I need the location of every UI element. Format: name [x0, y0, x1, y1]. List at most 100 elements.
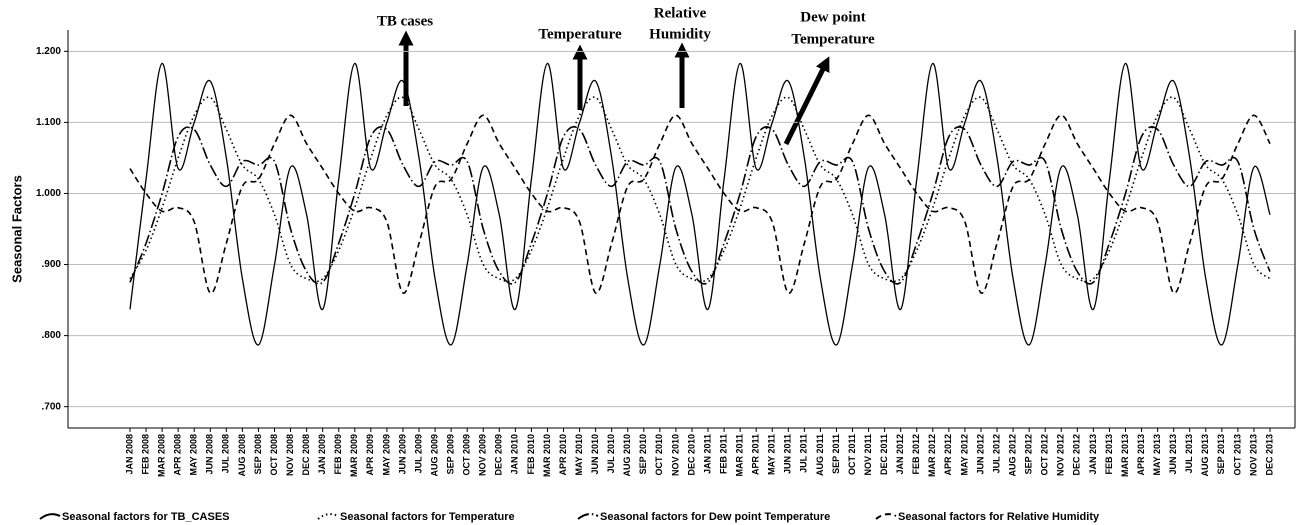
x-tick-label: SEP 2010	[638, 434, 648, 474]
x-tick-label: MAR 2008	[156, 434, 166, 477]
x-tick-label: APR 2009	[365, 434, 375, 476]
legend-item: Seasonal factors for Dew point Temperatu…	[577, 511, 830, 523]
x-tick-label: SEP 2011	[831, 434, 841, 474]
x-tick-label: DEC 2013	[1264, 434, 1274, 476]
x-tick-label: JUL 2011	[799, 434, 809, 473]
x-tick-label: DEC 2010	[686, 434, 696, 476]
y-tick-label: .900	[42, 259, 62, 270]
x-tick-label: MAY 2009	[381, 434, 391, 476]
x-tick-label: APR 2008	[173, 434, 183, 476]
y-tick-label: 1.000	[36, 188, 61, 199]
x-tick-label: DEC 2009	[494, 434, 504, 476]
legend-label: Seasonal factors for Relative Humidity	[898, 511, 1100, 523]
x-tick-label: MAR 2011	[735, 434, 745, 477]
x-tick-label: APR 2012	[943, 434, 953, 476]
x-tick-label: NOV 2010	[670, 434, 680, 476]
x-tick-label: OCT 2011	[847, 434, 857, 475]
annotation: Dew point	[800, 9, 865, 25]
x-tick-label: JUL 2008	[221, 434, 231, 473]
x-tick-label: MAR 2009	[349, 434, 359, 477]
series-line	[129, 114, 1271, 294]
y-tick-label: 1.200	[36, 46, 61, 57]
legend-label: Seasonal factors for Temperature	[340, 511, 515, 523]
y-tick-label: .800	[42, 330, 62, 341]
x-tick-label: SEP 2009	[446, 434, 456, 474]
x-tick-label: DEC 2011	[879, 434, 889, 475]
annotation: Temperature	[791, 31, 875, 47]
x-tick-label: NOV 2012	[1056, 434, 1066, 476]
annotation: Relative	[654, 5, 707, 21]
x-tick-label: APR 2010	[558, 434, 568, 476]
x-tick-label: MAY 2011	[767, 434, 777, 475]
legend-swatch	[317, 513, 339, 520]
legend-label: Seasonal factors for TB_CASES	[62, 511, 230, 523]
x-tick-label: FEB 2009	[333, 434, 343, 475]
x-tick-label: OCT 2008	[269, 434, 279, 476]
x-tick-label: AUG 2008	[237, 434, 247, 477]
annotation: Humidity	[649, 26, 711, 42]
x-tick-label: FEB 2008	[140, 434, 150, 475]
x-tick-label: FEB 2012	[911, 434, 921, 475]
x-tick-label: NOV 2011	[863, 434, 873, 476]
x-tick-label: OCT 2012	[1040, 434, 1050, 476]
series-line	[129, 62, 1271, 346]
legend-item: Seasonal factors for Relative Humidity	[875, 511, 1100, 523]
y-axis-label: Seasonal Factors	[9, 175, 24, 283]
x-tick-label: NOV 2013	[1248, 434, 1258, 476]
annotation: TB cases	[377, 13, 433, 29]
series-line	[129, 126, 1271, 285]
x-tick-label: SEP 2012	[1024, 434, 1034, 474]
x-tick-label: NOV 2008	[285, 434, 295, 476]
x-tick-label: JAN 2008	[124, 434, 134, 475]
x-tick-label: JUN 2009	[397, 434, 407, 475]
y-tick-label: 1.100	[36, 117, 61, 128]
x-tick-label: AUG 2010	[622, 434, 632, 477]
x-tick-label: MAY 2012	[959, 434, 969, 476]
x-tick-label: MAR 2012	[927, 434, 937, 477]
x-tick-label: JAN 2010	[510, 434, 520, 475]
x-tick-label: OCT 2009	[462, 434, 472, 476]
x-tick-label: OCT 2013	[1232, 434, 1242, 476]
x-tick-label: APR 2011	[751, 434, 761, 475]
x-tick-label: JUL 2012	[991, 434, 1001, 473]
legend-swatch	[875, 513, 897, 520]
x-tick-label: JAN 2012	[895, 434, 905, 475]
legend-item: Seasonal factors for Temperature	[317, 511, 515, 523]
x-tick-label: MAR 2010	[542, 434, 552, 477]
x-tick-label: JAN 2009	[317, 434, 327, 475]
legend-swatch	[39, 513, 61, 520]
x-tick-label: FEB 2011	[718, 434, 728, 474]
x-tick-label: JUN 2012	[975, 434, 985, 475]
x-tick-label: FEB 2010	[526, 434, 536, 475]
x-tick-label: SEP 2013	[1216, 434, 1226, 474]
x-tick-label: MAY 2013	[1152, 434, 1162, 476]
x-tick-label: AUG 2009	[429, 434, 439, 477]
x-tick-label: JUN 2010	[590, 434, 600, 475]
annotation: Temperature	[538, 26, 622, 42]
x-tick-label: AUG 2012	[1007, 434, 1017, 477]
x-tick-label: DEC 2012	[1072, 434, 1082, 476]
x-tick-label: JUL 2009	[413, 434, 423, 473]
x-tick-label: DEC 2008	[301, 434, 311, 476]
x-tick-label: JUN 2008	[205, 434, 215, 475]
x-tick-label: AUG 2011	[815, 434, 825, 476]
x-tick-label: MAY 2008	[189, 434, 199, 476]
x-tick-label: OCT 2010	[654, 434, 664, 476]
x-tick-label: JUN 2013	[1168, 434, 1178, 475]
arrows	[398, 30, 830, 146]
x-tick-label: JUL 2013	[1184, 434, 1194, 473]
x-tick-label: JUL 2010	[606, 434, 616, 473]
x-tick-label: SEP 2008	[253, 434, 263, 474]
x-tick-label: JAN 2011	[702, 434, 712, 474]
legend-label: Seasonal factors for Dew point Temperatu…	[600, 511, 830, 523]
x-tick-label: AUG 2013	[1200, 434, 1210, 477]
x-tick-label: JAN 2013	[1088, 434, 1098, 475]
x-tick-label: FEB 2013	[1104, 434, 1114, 475]
x-tick-label: JUN 2011	[783, 434, 793, 474]
x-tick-label: NOV 2009	[478, 434, 488, 476]
legend-item: Seasonal factors for TB_CASES	[39, 511, 230, 523]
x-tick-label: MAY 2010	[574, 434, 584, 476]
x-tick-label: APR 2013	[1136, 434, 1146, 476]
